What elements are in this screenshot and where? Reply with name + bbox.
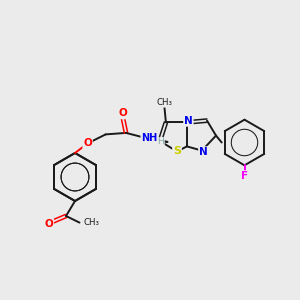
- Text: NH: NH: [141, 133, 158, 143]
- Text: O: O: [44, 219, 53, 229]
- Text: H: H: [158, 137, 164, 146]
- Text: O: O: [83, 138, 92, 148]
- Text: CH₃: CH₃: [83, 218, 99, 227]
- Text: O: O: [118, 108, 127, 118]
- Text: F: F: [241, 171, 248, 181]
- Text: CH₃: CH₃: [156, 98, 172, 107]
- Text: N: N: [199, 147, 208, 157]
- Text: N: N: [184, 116, 193, 126]
- Text: S: S: [173, 146, 181, 157]
